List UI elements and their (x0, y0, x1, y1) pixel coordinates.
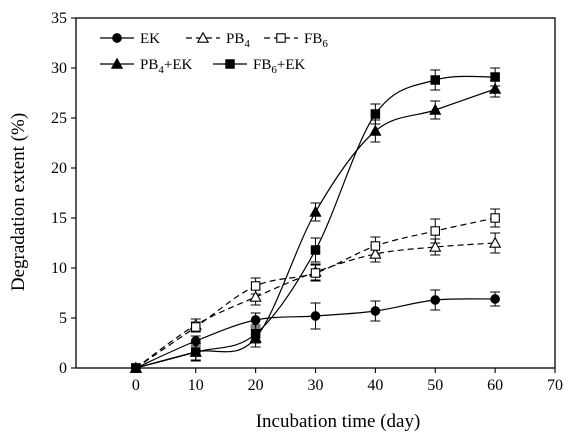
data-point (250, 329, 261, 339)
legend-subscript: 6 (322, 38, 328, 50)
data-point (309, 205, 322, 217)
axis-ticks: 0 10 20 30 40 50 60 70 0 5 10 15 20 25 30 35 (51, 10, 563, 394)
x-tick-label: 20 (248, 377, 264, 394)
legend-name: FB (253, 57, 271, 73)
x-tick-label: 10 (188, 377, 204, 394)
data-point (490, 213, 500, 223)
data-point (430, 295, 441, 305)
data-point (488, 236, 502, 248)
legend-subscript: 4 (158, 64, 164, 76)
data-point (429, 103, 442, 115)
legend-name: PB (226, 31, 244, 47)
legend-item-2: FB6 (264, 31, 328, 50)
data-point (250, 281, 261, 291)
data-point (370, 109, 381, 119)
data-point (191, 347, 201, 357)
legend-subscript: 6 (271, 64, 277, 76)
data-point (490, 294, 500, 304)
legend-label: FB6 (304, 31, 328, 50)
y-tick-label: 10 (51, 260, 67, 277)
data-point (310, 311, 321, 321)
data-point (429, 240, 442, 252)
data-point (191, 322, 201, 332)
x-axis-title: Incubation time (day) (256, 411, 421, 432)
y-tick-label: 5 (59, 310, 67, 327)
legend-marker (196, 31, 210, 43)
legend-marker (112, 33, 122, 43)
data-point (310, 268, 321, 278)
data-point (430, 75, 440, 85)
y-axis-title: Degradation extent (%) (8, 113, 29, 291)
legend-item-3: PB4+EK (100, 57, 192, 76)
x-tick-label: 60 (487, 377, 503, 394)
legend-marker (276, 33, 286, 43)
legend-name: FB (304, 31, 322, 47)
y-tick-label: 30 (51, 60, 67, 77)
data-point (190, 336, 201, 346)
x-tick-label: 30 (308, 377, 324, 394)
data-point (249, 290, 262, 302)
legend-item-4: FB6+EK (213, 57, 305, 76)
x-tick-label: 40 (367, 377, 383, 394)
legend-label: EK (140, 31, 160, 47)
data-point (490, 72, 500, 82)
series-markers (129, 72, 502, 373)
legend-marker (110, 57, 124, 69)
data-point (369, 247, 382, 259)
x-tick-label: 0 (132, 377, 140, 394)
legend-label: FB6+EK (253, 57, 305, 76)
data-point (370, 241, 381, 251)
legend-subscript: 4 (244, 38, 250, 50)
data-point (430, 226, 440, 236)
legend-label: PB4 (226, 31, 250, 50)
legend-suffix: +EK (277, 57, 306, 73)
y-tick-label: 20 (51, 160, 67, 177)
data-point (488, 82, 502, 94)
legend-name: PB (140, 57, 158, 73)
data-point (250, 315, 261, 325)
data-point (370, 306, 381, 316)
y-tick-label: 15 (51, 210, 67, 227)
legend-item-1: PB4 (186, 31, 250, 50)
y-tick-label: 0 (59, 360, 67, 377)
legend-label: PB4+EK (140, 57, 192, 76)
y-tick-label: 25 (51, 110, 67, 127)
data-point (131, 363, 141, 373)
data-point (310, 245, 321, 255)
legend-marker (225, 59, 235, 69)
x-tick-label: 50 (427, 377, 443, 394)
legend-suffix: +EK (164, 57, 193, 73)
legend-item-0: EK (100, 31, 160, 47)
x-tick-label: 70 (547, 377, 563, 394)
data-point (369, 124, 382, 136)
y-tick-label: 35 (51, 10, 67, 27)
legend-name: EK (140, 31, 160, 47)
error-bars (190, 67, 501, 362)
